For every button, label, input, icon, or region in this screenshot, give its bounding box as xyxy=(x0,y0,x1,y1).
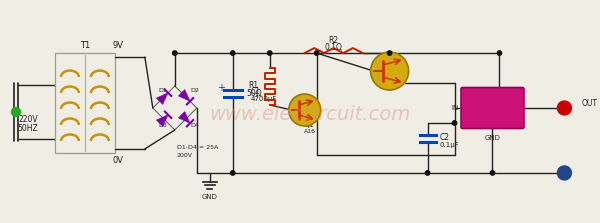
Text: D1-D4 = 25A: D1-D4 = 25A xyxy=(177,145,218,151)
Polygon shape xyxy=(178,90,190,101)
Text: C2: C2 xyxy=(440,134,449,142)
Text: GND: GND xyxy=(202,194,218,200)
Circle shape xyxy=(11,107,20,116)
Text: 50HZ: 50HZ xyxy=(17,124,38,134)
Circle shape xyxy=(490,171,494,175)
Circle shape xyxy=(425,171,430,175)
Text: D1: D1 xyxy=(158,87,167,93)
Text: A16: A16 xyxy=(304,130,316,134)
FancyBboxPatch shape xyxy=(461,87,524,128)
Text: Q1: Q1 xyxy=(305,122,314,128)
Circle shape xyxy=(289,94,320,126)
Polygon shape xyxy=(178,112,190,123)
Text: OUT: OUT xyxy=(581,99,598,107)
Text: 200V: 200V xyxy=(177,153,193,159)
Circle shape xyxy=(371,52,409,90)
Bar xyxy=(55,53,115,153)
Text: D2: D2 xyxy=(190,87,199,93)
Text: +: + xyxy=(217,83,225,93)
Text: IN: IN xyxy=(451,105,458,111)
Text: 0.1Ω: 0.1Ω xyxy=(325,43,343,52)
Text: 78xx: 78xx xyxy=(478,111,506,121)
Text: MJ2955: MJ2955 xyxy=(384,74,407,78)
Text: +V: +V xyxy=(560,105,569,111)
Text: 0.1μF: 0.1μF xyxy=(440,142,459,148)
Polygon shape xyxy=(157,115,168,126)
Text: T1: T1 xyxy=(80,41,90,50)
Text: Q2: Q2 xyxy=(394,62,405,72)
Text: 9V: 9V xyxy=(113,41,124,50)
Circle shape xyxy=(230,171,235,175)
Text: 50Ω: 50Ω xyxy=(246,89,262,97)
Polygon shape xyxy=(157,93,168,104)
Text: GND: GND xyxy=(485,135,500,141)
Text: -V: -V xyxy=(562,170,568,176)
Circle shape xyxy=(557,166,571,180)
Text: 0V: 0V xyxy=(113,157,124,165)
Text: 4700μF: 4700μF xyxy=(251,96,277,102)
Circle shape xyxy=(230,51,235,55)
Circle shape xyxy=(268,51,272,55)
Circle shape xyxy=(314,51,319,55)
Circle shape xyxy=(452,121,457,125)
Circle shape xyxy=(388,51,392,55)
Text: C1: C1 xyxy=(251,87,261,95)
Text: D4: D4 xyxy=(190,124,199,128)
Circle shape xyxy=(497,51,502,55)
Text: R2: R2 xyxy=(329,36,339,45)
Text: R1: R1 xyxy=(248,81,259,89)
Text: D3: D3 xyxy=(158,124,167,128)
Text: www.eleccircuit.com: www.eleccircuit.com xyxy=(209,105,410,124)
Circle shape xyxy=(557,101,571,115)
Text: IC1: IC1 xyxy=(483,97,502,107)
Circle shape xyxy=(173,51,177,55)
Text: 220V: 220V xyxy=(18,116,38,124)
